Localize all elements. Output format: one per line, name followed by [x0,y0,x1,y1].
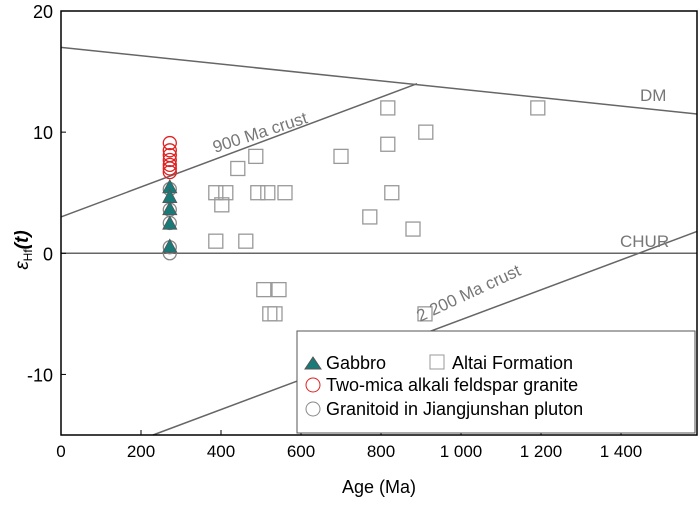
point-altai [271,281,287,298]
point-altai [238,233,254,249]
point-altai [214,197,230,213]
x-tick-label: 200 [127,442,155,461]
point-circle [162,164,177,180]
legend-triangle-icon [304,356,322,370]
legend-two-mica: Two-mica alkali feldspar granite [326,375,578,395]
point-gabbro [162,238,178,253]
point-gabbro [162,200,178,216]
label-2200: 2 200 Ma crust [414,261,524,326]
point-altai [380,136,396,152]
legend-gray-circle-icon [305,401,321,417]
point-circle [162,143,177,158]
legend-granitoid: Granitoid in Jiangjunshan pluton [326,399,583,419]
point-circle [162,152,177,168]
legend-red-circle-icon [305,377,321,393]
point-altai [230,160,246,177]
point-altai [362,209,378,225]
point-altai [384,185,400,201]
x-tick-label: 1 200 [520,442,563,461]
y-label-paren: (t) [12,230,33,249]
point-altai [262,306,278,322]
x-tick-label: 800 [367,442,395,461]
y-tick-label: 20 [33,2,53,22]
label-chur: CHUR [620,232,669,251]
plot-frame [60,10,698,436]
x-tick-label: 600 [287,442,315,461]
y-tick-label: 10 [33,123,53,143]
point-altai [218,185,234,201]
point-altai [418,124,434,140]
point-altai [530,100,546,116]
y-tick-label: -10 [27,365,53,385]
point-altai [267,306,283,322]
line-dm [60,46,698,115]
point-altai [380,100,396,116]
line-900-ma-crust [60,82,418,218]
point-circle [162,161,177,176]
point-altai [208,185,224,201]
point-altai [256,281,272,298]
point-altai [208,233,224,249]
legend-altai: Altai Formation [452,353,573,373]
point-altai [260,185,276,201]
legend-square-icon [429,354,445,370]
y-label-sub: Hf [21,249,35,262]
y-label-epsilon: ε [12,261,33,270]
svg-text:εHf(t): εHf(t) [12,230,35,269]
point-altai [277,185,293,201]
x-tick-label: 1 000 [440,442,483,461]
legend-gabbro: Gabbro [326,353,386,373]
point-altai [248,148,264,165]
point-circle [162,157,177,173]
x-tick-label: 1 400 [600,442,643,461]
point-altai [333,148,349,165]
point-circle [162,135,177,151]
x-tick-label: 400 [207,442,235,461]
y-tick-label: 0 [43,244,53,264]
point-altai [250,185,266,201]
point-altai [417,306,433,322]
point-altai [405,221,421,237]
legend: Gabbro Altai Formation Two-mica alkali f… [296,330,696,434]
x-axis-label: Age (Ma) [342,477,416,497]
x-tick-label: 0 [56,442,65,461]
point-gabbro [162,215,178,230]
label-dm: DM [640,86,666,105]
y-axis-label: εHf(t) [12,230,35,269]
